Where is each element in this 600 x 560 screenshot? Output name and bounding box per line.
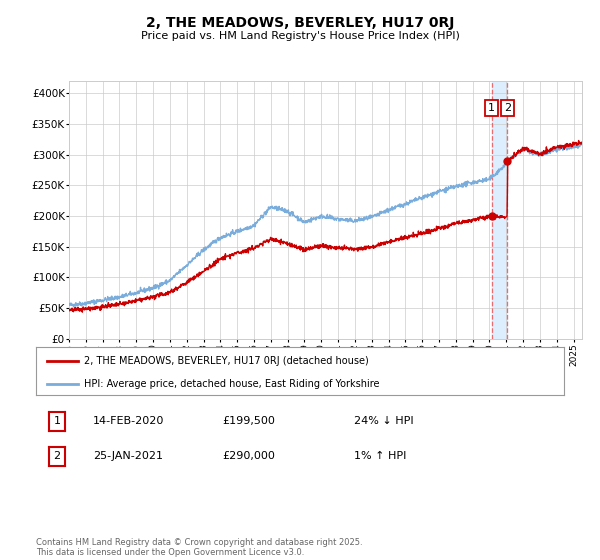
Text: 1: 1 — [488, 103, 495, 113]
Text: Price paid vs. HM Land Registry's House Price Index (HPI): Price paid vs. HM Land Registry's House … — [140, 31, 460, 41]
Text: 14-FEB-2020: 14-FEB-2020 — [93, 416, 164, 426]
Text: 2, THE MEADOWS, BEVERLEY, HU17 0RJ (detached house): 2, THE MEADOWS, BEVERLEY, HU17 0RJ (deta… — [83, 356, 368, 366]
Text: HPI: Average price, detached house, East Riding of Yorkshire: HPI: Average price, detached house, East… — [83, 379, 379, 389]
Text: 24% ↓ HPI: 24% ↓ HPI — [354, 416, 413, 426]
Bar — [491, 81, 508, 339]
Text: 2, THE MEADOWS, BEVERLEY, HU17 0RJ: 2, THE MEADOWS, BEVERLEY, HU17 0RJ — [146, 16, 454, 30]
Text: 2: 2 — [53, 451, 61, 461]
Text: 1: 1 — [53, 416, 61, 426]
Text: £290,000: £290,000 — [222, 451, 275, 461]
Text: 1% ↑ HPI: 1% ↑ HPI — [354, 451, 406, 461]
Text: £199,500: £199,500 — [222, 416, 275, 426]
Text: 25-JAN-2021: 25-JAN-2021 — [93, 451, 163, 461]
Text: 2: 2 — [504, 103, 511, 113]
Text: Contains HM Land Registry data © Crown copyright and database right 2025.
This d: Contains HM Land Registry data © Crown c… — [36, 538, 362, 557]
